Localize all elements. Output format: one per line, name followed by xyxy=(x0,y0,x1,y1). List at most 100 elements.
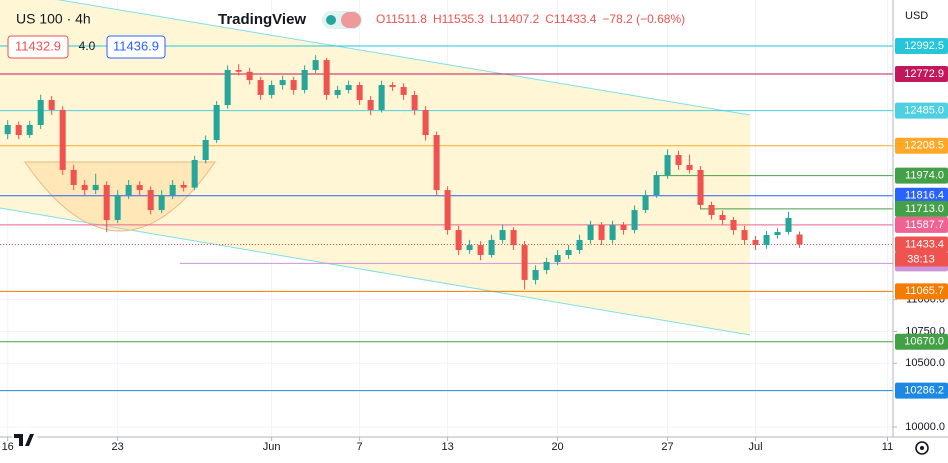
level-label-bg xyxy=(895,283,948,300)
level-label-bg xyxy=(895,333,948,350)
candle-body xyxy=(26,124,33,136)
candle-body xyxy=(81,184,88,191)
candle-body xyxy=(620,224,627,231)
level-label-bg xyxy=(895,382,948,399)
y-tick-label: 10000.0 xyxy=(905,421,945,433)
x-tick-label: 16 xyxy=(2,441,14,453)
candle-body xyxy=(642,195,649,211)
level-label-bg xyxy=(895,65,948,82)
x-tick-label: 7 xyxy=(357,441,363,453)
ohlc-value: H11535.3 xyxy=(433,12,484,26)
candle-body xyxy=(345,85,352,90)
level-label: 12208.5 xyxy=(904,140,944,152)
candle-body xyxy=(158,195,165,211)
candle-body xyxy=(202,140,209,161)
candle-body xyxy=(565,250,572,255)
candle-body xyxy=(719,215,726,220)
candle-body xyxy=(653,175,660,196)
candle-body xyxy=(4,124,11,135)
candle-body xyxy=(334,89,341,95)
buy-price: 11436.9 xyxy=(113,38,159,53)
candle-body xyxy=(312,60,319,70)
level-label: 11974.0 xyxy=(905,170,944,182)
candle-body xyxy=(543,261,550,271)
level-label-bg xyxy=(895,167,948,184)
plot-area xyxy=(0,0,893,437)
ohlc-value: C11433.4 xyxy=(545,12,596,26)
level-label: 11713.0 xyxy=(905,203,944,215)
ohlc-legend: O11511.8 H11535.3 L11407.2 C11433.4 −78.2 (−… xyxy=(376,12,685,26)
sell-price: 11432.9 xyxy=(15,38,61,53)
candle-body xyxy=(59,109,66,170)
y-tick-label: 10500.0 xyxy=(905,357,945,369)
candle-body xyxy=(444,190,451,231)
candle-body xyxy=(257,80,264,95)
x-tick-label: 20 xyxy=(551,441,563,453)
level-label: 10670.0 xyxy=(904,336,944,348)
currency[interactable]: USD xyxy=(905,10,928,22)
last-price-label: 11433.4 xyxy=(905,238,944,250)
candle-body xyxy=(499,230,506,240)
candle-body xyxy=(609,224,616,240)
level-label: 11065.7 xyxy=(905,285,944,297)
toggle-dot xyxy=(326,15,336,25)
candle-body xyxy=(455,230,462,251)
gear xyxy=(915,441,929,455)
ohlc-value: O11511.8 xyxy=(376,12,427,26)
x-tick-label: 27 xyxy=(661,441,673,453)
level-label-bg xyxy=(895,216,948,233)
candle-body xyxy=(367,100,374,110)
candle-body xyxy=(15,124,22,136)
candle-body xyxy=(136,184,143,191)
candle-body xyxy=(224,69,231,106)
level-label-bg xyxy=(895,102,948,119)
x-tick-label: Jun xyxy=(263,441,281,453)
countdown: 38:13 xyxy=(907,253,935,265)
channel-lower xyxy=(0,207,751,336)
candle-body xyxy=(323,60,330,95)
candle-body xyxy=(268,85,275,95)
candle-body xyxy=(708,204,715,216)
candle-body xyxy=(697,169,704,205)
candle-body xyxy=(466,245,473,251)
level-label-bg xyxy=(895,37,948,54)
candle-body xyxy=(433,135,440,191)
candle-body xyxy=(664,155,671,176)
candle-body xyxy=(686,164,693,170)
candle-body xyxy=(576,239,583,251)
candle-body xyxy=(510,230,517,246)
candle-body xyxy=(356,85,363,101)
candle-body xyxy=(521,245,528,280)
candle-body xyxy=(389,85,396,88)
candle-body xyxy=(301,69,308,90)
x-tick-label: 23 xyxy=(112,441,124,453)
level-label: 12485.0 xyxy=(904,105,944,117)
candle-body xyxy=(785,217,792,232)
toggle-pill xyxy=(341,12,361,28)
tv-logo xyxy=(12,427,38,453)
channel-upper xyxy=(56,0,751,116)
level-label-bg xyxy=(895,137,948,154)
candle-body xyxy=(180,184,187,188)
candle-body xyxy=(114,195,121,220)
settings-icon[interactable] xyxy=(915,441,929,455)
candle-body xyxy=(290,80,297,90)
x-tick-label: 13 xyxy=(441,441,453,453)
buy-button[interactable] xyxy=(106,35,166,59)
candle-body xyxy=(279,80,286,86)
candle-body xyxy=(48,100,55,110)
candle-body xyxy=(587,224,594,240)
x-tick-label: Jul xyxy=(748,441,762,453)
level-label-bg xyxy=(895,200,948,217)
candle-body xyxy=(92,184,99,191)
candle-body xyxy=(675,155,682,165)
level-label: 11587.7 xyxy=(905,219,944,231)
candle-body xyxy=(378,85,385,110)
logo-mark xyxy=(14,434,34,446)
candle-body xyxy=(554,254,561,262)
candle-body xyxy=(631,210,638,231)
sell-button[interactable] xyxy=(7,35,69,59)
candle-body xyxy=(774,231,781,236)
last-price-label-bg xyxy=(895,236,948,253)
candle-body xyxy=(598,224,605,240)
